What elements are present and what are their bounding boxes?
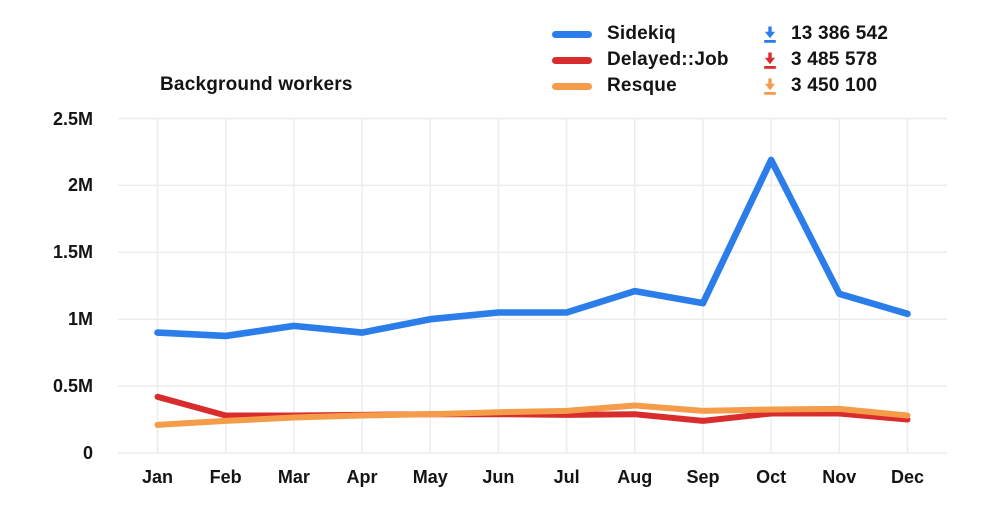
series-swatch-sidekiq xyxy=(552,30,592,38)
legend-item-label: Resque xyxy=(607,75,677,96)
download-count: 13 386 542 xyxy=(791,23,889,44)
legend-item-resque[interactable]: Resque 3 450 100 xyxy=(552,73,888,99)
legend-item-label: Delayed::Job xyxy=(607,49,729,70)
series-swatch-resque xyxy=(552,82,592,90)
download-count: 3 485 578 xyxy=(791,49,878,70)
series-line-sidekiq[interactable] xyxy=(154,156,911,340)
legend: Sidekiq 13 386 542 Delayed::Job 3 485 57… xyxy=(552,21,888,99)
download-icon xyxy=(764,52,776,69)
legend-item-label: Sidekiq xyxy=(607,23,676,44)
legend-item-delayed-job[interactable]: Delayed::Job 3 485 578 xyxy=(552,47,888,73)
download-icon xyxy=(764,26,776,43)
legend-item-sidekiq[interactable]: Sidekiq 13 386 542 xyxy=(552,21,888,47)
download-icon xyxy=(764,78,776,95)
chart-title: Background workers xyxy=(160,74,353,95)
series-line-resque[interactable] xyxy=(154,402,911,428)
download-count: 3 450 100 xyxy=(791,75,878,96)
series-swatch-delayed-job xyxy=(552,56,592,64)
gridlines xyxy=(118,117,947,454)
